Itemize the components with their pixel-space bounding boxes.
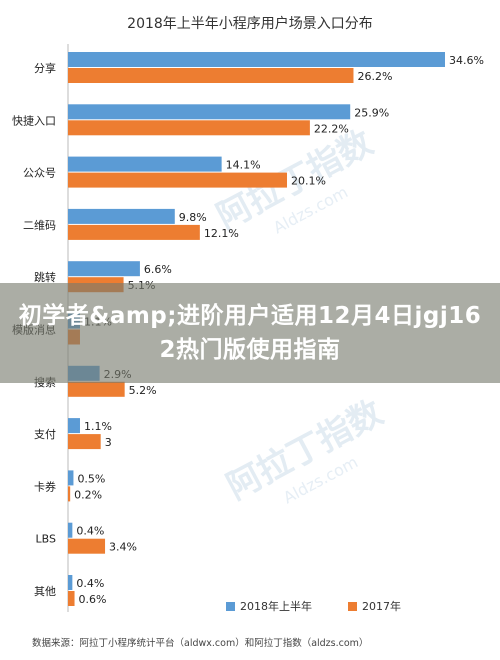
bar-2018h1 bbox=[68, 156, 222, 172]
chart-title: 2018年上半年小程序用户场景入口分布 bbox=[127, 15, 373, 32]
category-label: 其他 bbox=[34, 585, 56, 598]
legend-label: 2018年上半年 bbox=[240, 599, 312, 613]
bar-2017 bbox=[68, 120, 310, 136]
bar-2018h1 bbox=[68, 104, 351, 120]
value-label: 9.8% bbox=[179, 211, 207, 224]
bar-2017 bbox=[68, 486, 71, 502]
value-label: 34.6% bbox=[449, 54, 484, 67]
value-label: 0.2% bbox=[74, 488, 102, 501]
value-label: 25.9% bbox=[354, 106, 389, 119]
value-label: 12.1% bbox=[204, 227, 239, 240]
value-label: 0.4% bbox=[76, 577, 104, 590]
category-label: 支付 bbox=[34, 428, 56, 441]
category-label: LBS bbox=[36, 533, 56, 546]
source-note: 数据来源：阿拉丁小程序统计平台（aldwx.com）和阿拉丁指数（aldzs.c… bbox=[32, 637, 368, 649]
bar-2017 bbox=[68, 381, 125, 397]
bar-2017 bbox=[68, 538, 106, 554]
bar-2017 bbox=[68, 434, 101, 450]
legend-label: 2017年 bbox=[362, 599, 401, 613]
bar-2017 bbox=[68, 591, 75, 606]
category-label: 跳转 bbox=[34, 270, 56, 284]
bar-2018h1 bbox=[68, 418, 80, 434]
value-label: 3.4% bbox=[109, 541, 137, 554]
bar-2018h1 bbox=[68, 208, 175, 224]
legend-swatch bbox=[348, 602, 357, 611]
value-label: 14.1% bbox=[226, 159, 261, 172]
category-label: 快捷入口 bbox=[12, 113, 56, 127]
banner-text: 初学者&amp;进阶用户适用12月4日jgj162热门版使用指南 bbox=[18, 303, 482, 363]
value-label: 22.2% bbox=[314, 122, 349, 135]
bar-2018h1 bbox=[68, 470, 74, 486]
bar-2018h1 bbox=[68, 575, 73, 590]
bar-2017 bbox=[68, 68, 354, 83]
title-banner: 初学者&amp;进阶用户适用12月4日jgj162热门版使用指南 bbox=[0, 283, 500, 383]
value-label: 3 bbox=[105, 436, 112, 449]
category-label: 卡券 bbox=[34, 479, 56, 493]
value-label: 5.2% bbox=[129, 384, 157, 397]
value-label: 1.1% bbox=[84, 420, 112, 433]
category-label: 二维码 bbox=[23, 219, 56, 232]
value-label: 0.4% bbox=[76, 525, 104, 538]
bar-2017 bbox=[68, 172, 288, 188]
value-label: 6.6% bbox=[144, 263, 172, 276]
legend: 2018年上半年 2017年 bbox=[226, 599, 401, 613]
category-label: 分享 bbox=[34, 61, 56, 75]
bar-2017 bbox=[68, 224, 200, 240]
value-label: 20.1% bbox=[291, 175, 326, 188]
value-label: 0.5% bbox=[77, 472, 105, 485]
bar-2018h1 bbox=[68, 261, 140, 277]
value-label: 0.6% bbox=[79, 593, 107, 606]
legend-swatch bbox=[226, 602, 235, 611]
value-label: 26.2% bbox=[357, 70, 392, 83]
bar-2018h1 bbox=[68, 522, 73, 538]
category-label: 公众号 bbox=[23, 167, 56, 180]
bar-2018h1 bbox=[68, 52, 445, 67]
